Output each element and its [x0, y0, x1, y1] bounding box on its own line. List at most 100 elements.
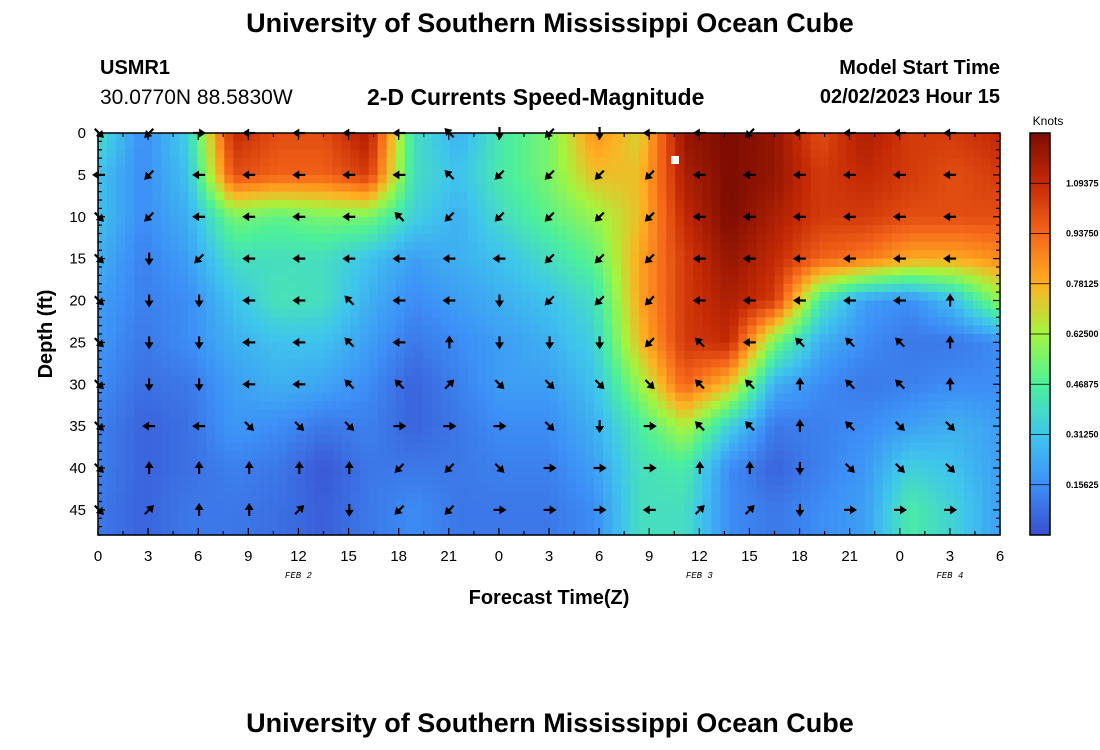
heatmap-cell: [476, 518, 487, 528]
heatmap-cell: [251, 200, 261, 209]
heatmap-cell: [431, 334, 442, 343]
heatmap-cell: [936, 300, 947, 310]
heatmap-cell: [603, 300, 613, 310]
heatmap-cell: [125, 308, 135, 318]
heatmap-cell: [197, 375, 207, 385]
heatmap-cell: [855, 484, 866, 494]
heatmap-cell: [413, 325, 424, 335]
heatmap-cell: [936, 225, 947, 235]
heatmap-cell: [260, 250, 270, 260]
heatmap-cell: [458, 417, 469, 427]
heatmap-cell: [603, 468, 613, 477]
heatmap-cell: [494, 275, 505, 285]
heatmap-cell: [530, 384, 541, 394]
heatmap-cell: [666, 409, 676, 419]
heatmap-cell: [837, 133, 848, 142]
heatmap-cell: [503, 233, 514, 243]
heatmap-cell: [179, 417, 189, 427]
heatmap-cell: [539, 158, 550, 168]
heatmap-cell: [485, 275, 496, 285]
heatmap-cell: [756, 250, 767, 260]
heatmap-cell: [684, 225, 694, 235]
heatmap-cell: [242, 484, 252, 494]
heatmap-cell: [765, 158, 776, 168]
heatmap-cell: [549, 434, 559, 444]
heatmap-cell: [567, 342, 577, 352]
heatmap-cell: [305, 267, 316, 276]
heatmap-cell: [485, 401, 496, 410]
heatmap-cell: [125, 518, 135, 528]
heatmap-cell: [900, 317, 911, 327]
heatmap-cell: [161, 166, 171, 176]
heatmap-cell: [900, 334, 911, 343]
heatmap-cell: [846, 442, 857, 452]
heatmap-cell: [539, 384, 550, 394]
heatmap-cell: [368, 401, 379, 410]
heatmap-cell: [233, 401, 243, 410]
heatmap-cell: [458, 258, 469, 268]
heatmap-cell: [603, 409, 613, 419]
heatmap-cell: [657, 241, 667, 251]
heatmap-cell: [954, 183, 965, 193]
heatmap-cell: [675, 518, 685, 528]
heatmap-cell: [855, 417, 866, 427]
heatmap-cell: [242, 493, 252, 503]
heatmap-cell: [404, 267, 415, 276]
heatmap-cell: [792, 468, 803, 477]
heatmap-cell: [539, 401, 550, 410]
heatmap-cell: [846, 183, 857, 193]
heatmap-cell: [332, 200, 343, 209]
heatmap-cell: [242, 292, 252, 302]
current-arrow: [742, 212, 756, 222]
heatmap-cell: [359, 174, 370, 184]
heatmap-cell: [152, 250, 162, 260]
heatmap-cell: [783, 200, 794, 209]
heatmap-cell: [864, 149, 875, 159]
heatmap-cell: [756, 133, 767, 142]
heatmap-cell: [386, 292, 397, 302]
heatmap-cell: [720, 409, 730, 419]
heatmap-cell: [693, 392, 703, 402]
heatmap-cell: [512, 493, 523, 503]
heatmap-cell: [503, 208, 514, 218]
heatmap-cell: [521, 417, 532, 427]
heatmap-cell: [521, 275, 532, 285]
heatmap-cell: [521, 501, 532, 511]
heatmap-cell: [314, 258, 325, 268]
heatmap-cell: [332, 392, 343, 402]
heatmap-cell: [567, 350, 577, 360]
heatmap-cell: [440, 225, 451, 235]
heatmap-cell: [269, 384, 279, 394]
heatmap-cell: [630, 191, 640, 201]
heatmap-cell: [431, 459, 442, 469]
heatmap-cell: [558, 216, 568, 226]
heatmap-cell: [188, 158, 198, 168]
heatmap-cell: [819, 166, 830, 176]
heatmap-cell: [296, 250, 307, 260]
heatmap-cell: [603, 317, 613, 327]
heatmap-cell: [323, 258, 334, 268]
heatmap-cell: [783, 509, 794, 519]
heatmap-cell: [558, 233, 568, 243]
heatmap-cell: [242, 451, 252, 461]
heatmap-cell: [242, 359, 252, 369]
heatmap-cell: [251, 526, 261, 536]
heatmap-cell: [314, 317, 325, 327]
heatmap-cell: [972, 501, 983, 511]
heatmap-cell: [603, 166, 613, 176]
heatmap-cell: [945, 325, 956, 335]
heatmap-cell: [251, 275, 261, 285]
heatmap-cell: [720, 292, 730, 302]
heatmap-cell: [485, 200, 496, 209]
heatmap-cell: [567, 518, 577, 528]
heatmap-cell: [224, 451, 234, 461]
heatmap-cell: [666, 434, 676, 444]
heatmap-cell: [161, 258, 171, 268]
heatmap-cell: [494, 476, 505, 486]
heatmap-cell: [882, 426, 893, 436]
heatmap-cell: [125, 141, 135, 151]
heatmap-cell: [404, 283, 415, 293]
heatmap-cell: [179, 216, 189, 226]
heatmap-cell: [368, 325, 379, 335]
heatmap-cell: [287, 468, 298, 477]
